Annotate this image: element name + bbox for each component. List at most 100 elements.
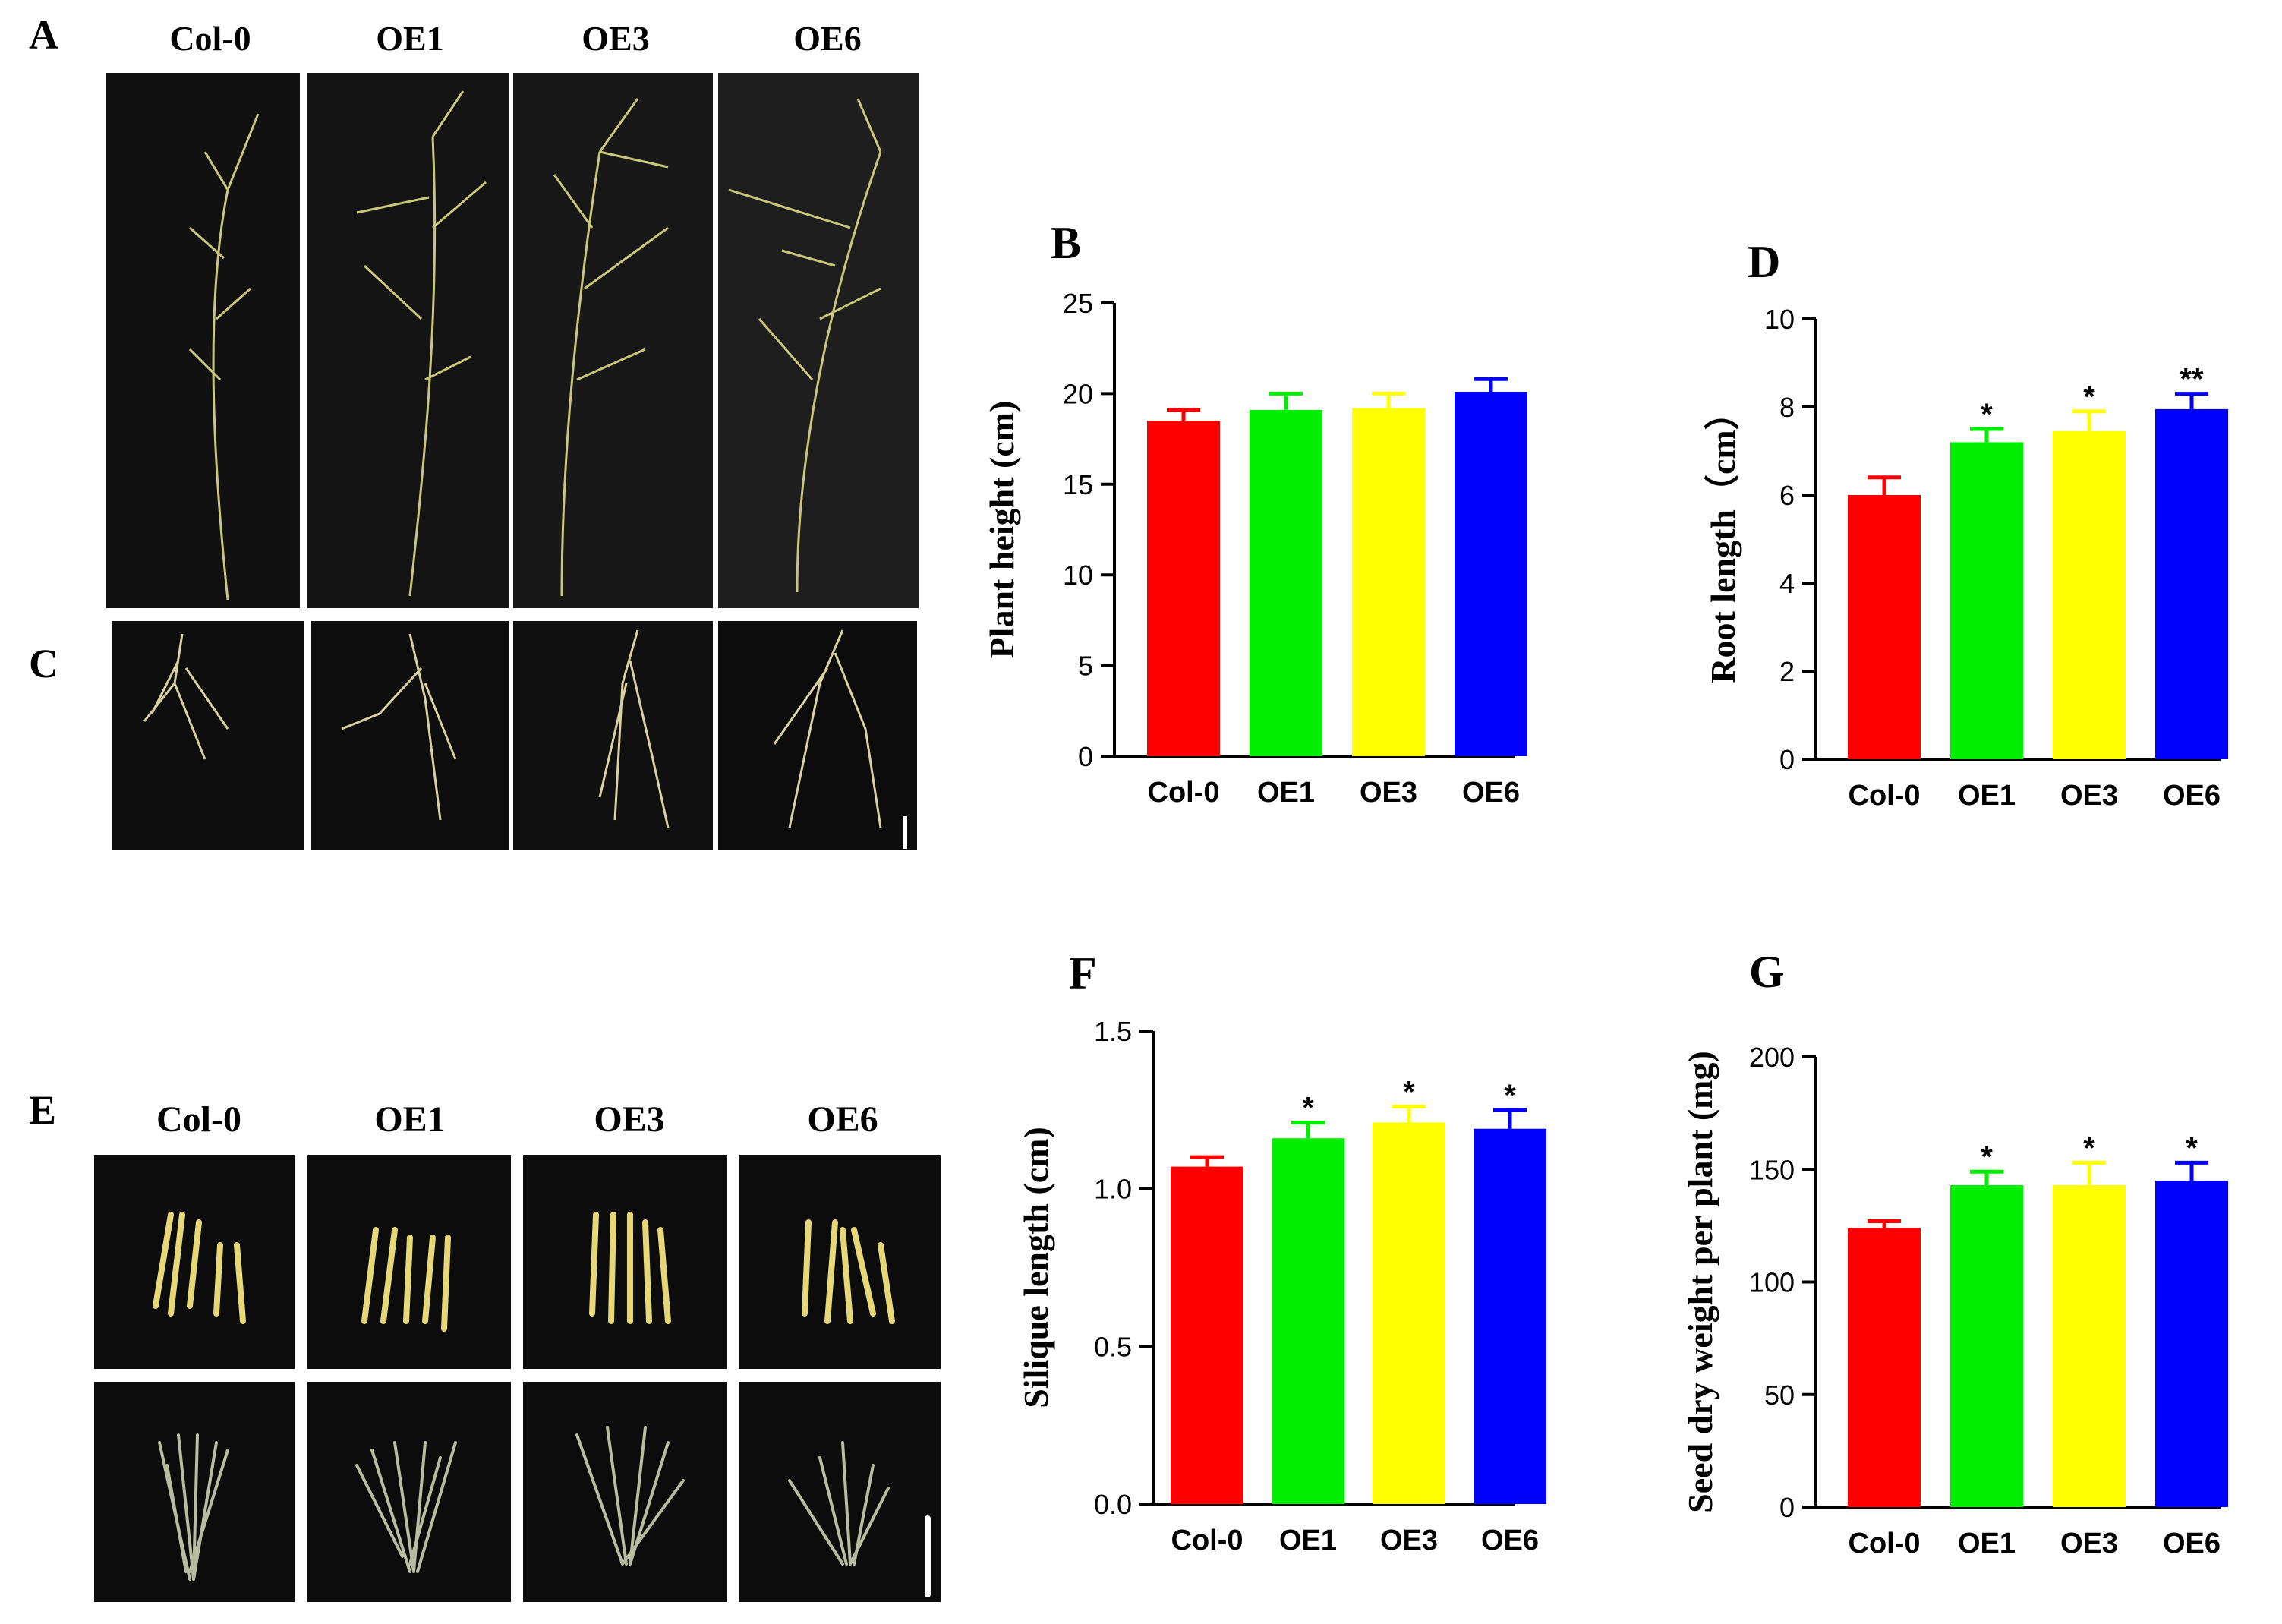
photo-siliques-oe3: [523, 1155, 727, 1369]
y-tick-label: 50: [1764, 1380, 1795, 1411]
y-tick-label: 150: [1749, 1154, 1795, 1185]
y-axis-label: Seed dry weight per plant (mg): [1681, 1051, 1719, 1513]
panel-a-title-oe3: OE3: [582, 19, 649, 58]
x-tick-label: OE1: [1958, 780, 2016, 812]
panel-a-photos: [106, 73, 919, 608]
panel-e-genotype-titles: Col-0 OE1 OE3 OE6: [156, 1099, 878, 1140]
y-tick-label: 0.0: [1094, 1489, 1132, 1520]
bar-oe6: [2155, 408, 2228, 759]
bar-oe1: [1272, 1138, 1344, 1504]
significance-mark: *: [1981, 398, 1993, 431]
bar-oe3: [2053, 1185, 2126, 1507]
photo-roots-oe6: [718, 621, 917, 850]
x-tick-label: OE3: [1360, 777, 1417, 809]
photo-roots-col0: [112, 621, 304, 850]
bar-oe6: [2155, 1181, 2228, 1507]
significance-mark: *: [2083, 380, 2095, 414]
y-tick-label: 5: [1078, 651, 1093, 682]
x-tick-label: OE6: [1481, 1525, 1539, 1556]
bar-oe1: [1950, 442, 2023, 759]
bar-oe1: [1250, 409, 1322, 756]
panel-e-title-col0: Col-0: [156, 1099, 241, 1140]
x-tick-label: OE1: [1958, 1528, 2016, 1559]
significance-mark: *: [2186, 1131, 2198, 1165]
bar-col0: [1848, 1228, 1921, 1507]
significance-mark: **: [2180, 363, 2204, 396]
significance-mark: *: [2083, 1131, 2095, 1165]
bar-oe3: [2053, 430, 2126, 759]
y-tick-label: 2: [1779, 656, 1795, 687]
y-tick-label: 1.5: [1094, 1016, 1132, 1047]
photo-inflorescence-oe6: [718, 73, 919, 608]
y-axis-label: Root length（cm）: [1704, 395, 1742, 683]
x-tick-label: Col-0: [1148, 777, 1220, 809]
panel-letter-g: G: [1749, 947, 1785, 997]
chart-plant-height: B 0 5 10 15 20 25 Plant height (cm) Col-0 OE1 OE3 O…: [982, 218, 1527, 809]
y-tick-label: 4: [1779, 568, 1795, 599]
x-tick-label: OE1: [1257, 777, 1315, 809]
x-tick-label: Col-0: [1849, 1528, 1921, 1559]
panel-letter-e: E: [29, 1087, 56, 1133]
bar-col0: [1848, 495, 1921, 759]
photo-siliques-oe6: [739, 1155, 941, 1369]
y-tick-label: 0: [1779, 744, 1795, 775]
y-tick-label: 20: [1063, 378, 1093, 409]
significance-mark: *: [1981, 1140, 1993, 1174]
panel-c-photos: [112, 621, 917, 850]
x-tick-label: OE1: [1279, 1525, 1337, 1556]
bar-oe1: [1950, 1185, 2023, 1507]
x-tick-label: OE3: [2060, 1528, 2118, 1559]
panel-e-photos: [94, 1155, 941, 1602]
significance-mark: *: [1504, 1079, 1516, 1112]
bar-col0: [1171, 1166, 1243, 1504]
panel-letter-c: C: [29, 641, 58, 686]
y-tick-label: 8: [1779, 392, 1795, 423]
panel-e-title-oe3: OE3: [594, 1099, 664, 1140]
y-tick-label: 25: [1063, 288, 1093, 319]
bar-oe3: [1352, 408, 1425, 756]
photo-inflorescence-oe3: [513, 73, 713, 608]
y-tick-label: 10: [1764, 304, 1795, 335]
panel-a-genotype-titles: Col-0 OE1 OE3 OE6: [169, 19, 861, 58]
y-tick-label: 200: [1749, 1042, 1795, 1073]
chart-silique-length: F 0.0 0.5 1.0 1.5 Silique length (cm) Col-0 * OE…: [1016, 948, 1546, 1556]
photo-inflorescence-oe1: [307, 73, 509, 608]
photo-siliques-bulk-oe3: [523, 1382, 727, 1602]
significance-mark: *: [1403, 1076, 1415, 1109]
x-tick-label: Col-0: [1849, 780, 1921, 812]
x-tick-label: OE6: [1462, 777, 1520, 809]
y-axis-label: Silique length (cm): [1016, 1127, 1055, 1408]
chart-seed-dry-weight: G 0 50 100 150 200 Seed dry weight per plant (…: [1681, 947, 2228, 1559]
significance-mark: *: [1302, 1091, 1314, 1124]
y-tick-label: 0.5: [1094, 1331, 1132, 1362]
panel-letter-a: A: [29, 12, 58, 58]
x-tick-label: Col-0: [1171, 1525, 1243, 1556]
y-tick-label: 15: [1063, 469, 1093, 500]
x-tick-label: OE6: [2163, 1528, 2221, 1559]
panel-letter-d: D: [1748, 237, 1780, 287]
bar-oe6: [1474, 1128, 1546, 1504]
panel-letter-b: B: [1051, 218, 1081, 268]
y-tick-label: 6: [1779, 480, 1795, 511]
y-tick-label: 100: [1749, 1267, 1795, 1298]
panel-e-title-oe6: OE6: [807, 1099, 878, 1140]
photo-siliques-bulk-oe6: [739, 1382, 941, 1602]
x-tick-label: OE3: [2060, 780, 2118, 812]
panel-e-title-oe1: OE1: [374, 1099, 445, 1140]
panel-a-title-oe6: OE6: [793, 19, 861, 58]
photo-roots-oe1: [311, 621, 509, 850]
y-tick-label: 10: [1063, 560, 1093, 591]
y-tick-label: 1.0: [1094, 1174, 1132, 1205]
photo-inflorescence-col0: [106, 73, 300, 608]
x-tick-label: OE3: [1380, 1525, 1438, 1556]
panel-a-title-oe1: OE1: [376, 19, 443, 58]
chart-root-length: D 0 2 4 6 8 10 Root length（cm） Col-0 * OE1 * OE3 ** OE…: [1704, 237, 2228, 812]
bar-oe3: [1373, 1122, 1445, 1504]
panel-a-title-col0: Col-0: [169, 19, 251, 58]
panel-letter-f: F: [1069, 948, 1097, 998]
y-axis-label: Plant height (cm): [982, 401, 1021, 659]
y-tick-label: 0: [1779, 1492, 1795, 1523]
bar-col0: [1147, 421, 1220, 756]
x-tick-label: OE6: [2163, 780, 2221, 812]
